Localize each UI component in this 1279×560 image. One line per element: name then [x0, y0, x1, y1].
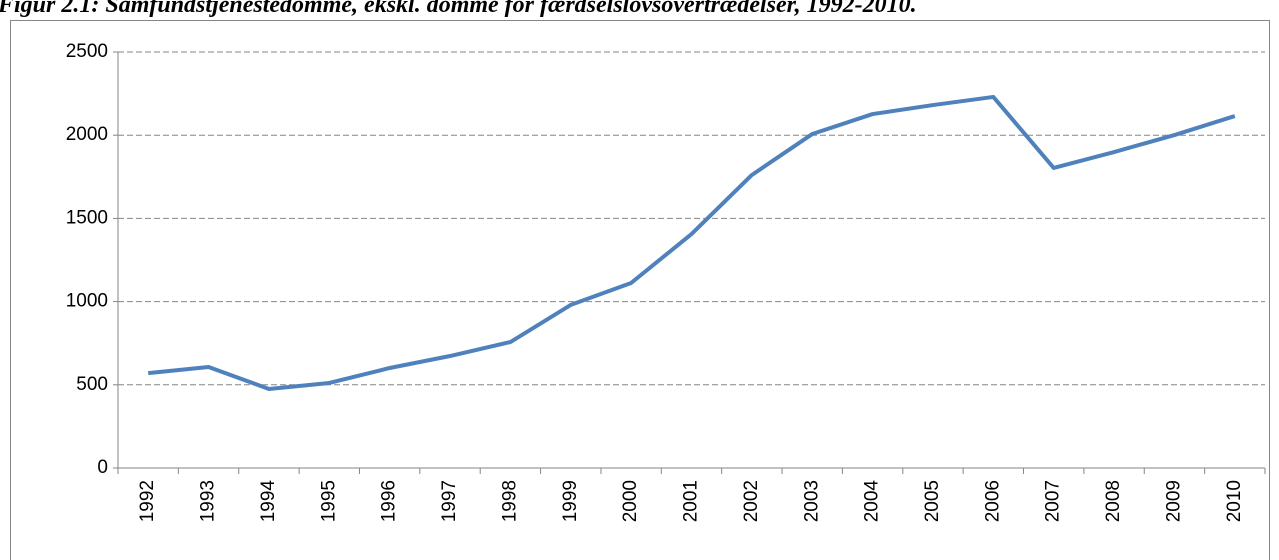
x-tick-label: 2005: [922, 480, 943, 522]
y-tick-label: 1000: [66, 291, 108, 312]
x-tick-label: 2010: [1224, 480, 1245, 522]
x-tick-label: 1993: [198, 480, 219, 522]
y-tick-label: 1500: [66, 207, 108, 228]
x-tick-label: 2006: [982, 480, 1003, 522]
x-tick-label: 1999: [560, 480, 581, 522]
x-tick-label: 1994: [258, 480, 279, 523]
y-tick-label: 2500: [66, 41, 108, 62]
x-tick-label: 1992: [137, 480, 158, 522]
y-tick-label: 500: [76, 374, 108, 395]
x-tick-label: 1995: [318, 480, 339, 522]
x-tick-label: 2000: [620, 480, 641, 522]
x-tick-label: 1996: [379, 480, 400, 522]
x-tick-label: 2007: [1043, 480, 1064, 522]
x-tick-label: 2001: [681, 480, 702, 522]
x-tick-label: 2003: [801, 480, 822, 522]
x-tick-label: 1997: [439, 480, 460, 522]
data-line: [147, 94, 1236, 391]
chart-border: [10, 20, 1270, 560]
chart-title: Figur 2.1: Samfundstjenestedomme, ekskl.…: [0, 0, 917, 18]
y-tick-label: 0: [97, 457, 108, 478]
y-tick-label: 2000: [66, 124, 108, 145]
x-tick-label: 2002: [741, 480, 762, 522]
x-tick-label: 2004: [862, 480, 883, 523]
x-tick-label: 2008: [1103, 480, 1124, 522]
x-tick-label: 1998: [499, 480, 520, 522]
x-tick-label: 2009: [1163, 480, 1184, 522]
